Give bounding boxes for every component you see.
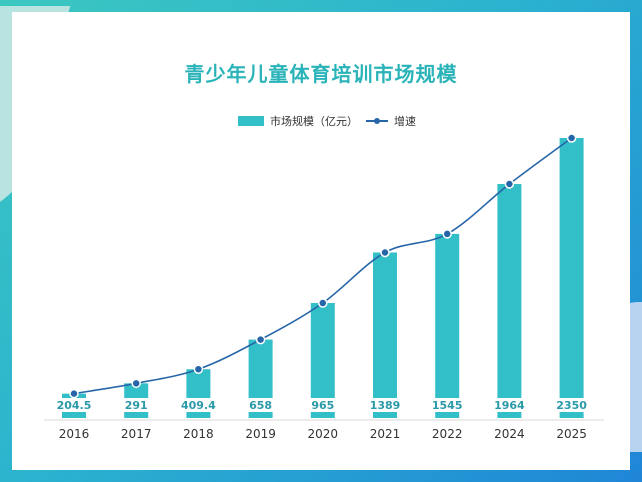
bar-2022 [435,233,460,418]
bar-value-label-2017: 291 [125,399,148,412]
growth-point-2024 [504,179,515,189]
growth-point-2017 [131,378,141,389]
legend-label-bar: 市场规模（亿元） [270,114,358,128]
bar-value-label-2016: 204.5 [57,399,92,412]
legend-swatch-line-marker [374,118,380,124]
bar-label-bg-2024 [487,398,532,412]
bar-label-bg-2016 [52,398,96,412]
bar-value-label-2024: 1964 [494,399,525,412]
bar-label-bg-2025 [549,398,594,412]
x-tick-label-2020: 2020 [308,427,339,441]
bar-value-label-2020: 965 [311,399,334,412]
x-tick-label-2024: 2024 [494,427,525,441]
bar-2025 [559,138,584,418]
legend-swatch-bar [238,116,264,126]
watermark-text: 网易号 | 体育培训中心 [480,451,620,467]
x-tick-label-2022: 2022 [432,427,463,441]
x-tick-label-2018: 2018 [183,427,214,441]
bar-value-label-2022: 1545 [432,399,463,412]
growth-point-2020 [318,298,328,308]
bar-2024 [497,183,522,418]
x-tick-label-2019: 2019 [245,427,276,441]
x-tick-label-2017: 2017 [121,427,152,441]
bar-label-bg-2017 [114,398,159,412]
bar-value-label-2018: 409.4 [181,399,216,412]
bar-label-bg-2020 [300,398,345,412]
growth-point-2018 [193,364,204,374]
growth-point-2025 [566,133,577,143]
bar-label-bg-2019 [238,398,283,412]
bar-label-bg-2018 [176,398,221,412]
bar-label-bg-2021 [363,398,407,412]
growth-point-2022 [442,229,452,239]
growth-point-2016 [69,388,79,399]
chart-title: 青少年儿童体育培训市场规模 [184,62,458,86]
bar-value-label-2019: 658 [249,399,272,412]
bar-2021 [373,252,397,418]
x-tick-label-2025: 2025 [556,427,587,441]
growth-point-2021 [380,247,390,258]
bar-value-label-2025: 2350 [556,399,587,412]
growth-point-2019 [255,334,266,345]
bar-label-bg-2022 [425,398,470,412]
legend-label-line: 增速 [394,114,416,128]
x-tick-label-2021: 2021 [370,427,401,441]
bar-value-label-2021: 1389 [370,399,401,412]
x-tick-label-2016: 2016 [59,427,90,441]
